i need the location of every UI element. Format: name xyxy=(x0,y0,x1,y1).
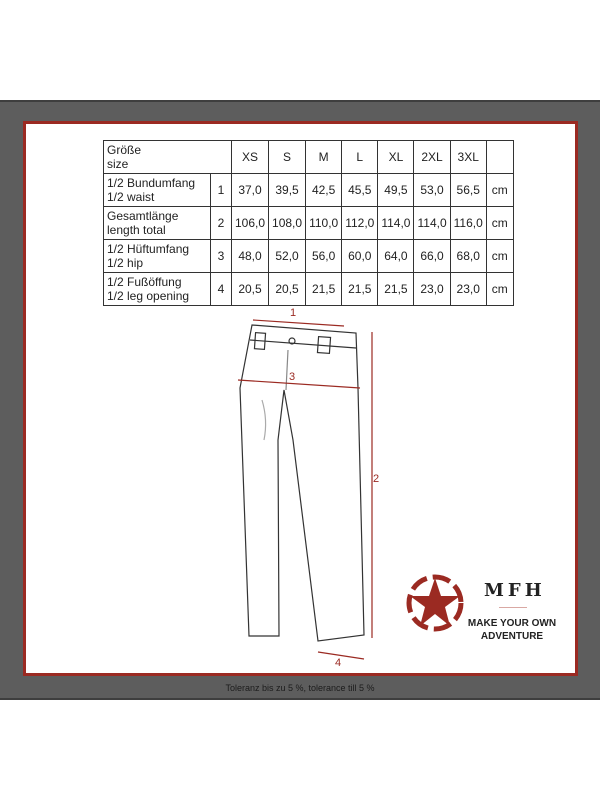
size-value: 37,0 xyxy=(230,173,270,207)
size-value: 23,0 xyxy=(413,272,451,306)
size-value: 39,5 xyxy=(268,173,307,207)
unit: cm xyxy=(485,239,514,273)
size-header: L xyxy=(341,140,379,174)
size-value: 42,5 xyxy=(305,173,343,207)
size-value: 68,0 xyxy=(449,239,487,273)
size-value: 112,0 xyxy=(341,206,379,240)
slogan: MAKE YOUR OWN ADVENTURE xyxy=(467,618,557,642)
size-value: 53,0 xyxy=(413,173,451,207)
size-value: 52,0 xyxy=(268,239,307,273)
row-label: 1/2 Bundumfang 1/2 waist xyxy=(103,173,211,207)
size-chart-card: Größe size XS S M L XL 2XL 3XL 1/2 Bundum… xyxy=(23,121,578,676)
dim-label-4: 4 xyxy=(335,657,341,669)
dim-label-3: 3 xyxy=(289,371,295,383)
logo-divider xyxy=(499,607,527,608)
size-value: 20,5 xyxy=(268,272,307,306)
header-label: Größe size xyxy=(103,140,232,174)
row-label: Gesamtlänge length total xyxy=(103,206,211,240)
table-row: 1/2 Hüftumfang 1/2 hip 3 48,0 52,0 56,0 60,0 64… xyxy=(103,239,514,273)
dimension-lines xyxy=(237,319,373,660)
size-value: 66,0 xyxy=(413,239,451,273)
unit-header xyxy=(485,140,514,174)
size-header: 2XL xyxy=(413,140,451,174)
brand-name: MFH xyxy=(484,580,546,601)
unit: cm xyxy=(485,272,514,306)
size-value: 114,0 xyxy=(413,206,451,240)
size-value: 21,5 xyxy=(305,272,343,306)
size-header: M xyxy=(305,140,343,174)
size-header: S xyxy=(268,140,307,174)
size-value: 21,5 xyxy=(341,272,379,306)
table-row: 1/2 Bundumfang 1/2 waist 1 37,0 39,5 42,5 45,5… xyxy=(103,173,514,207)
table-row: 1/2 Fußöffung 1/2 leg opening 4 20,5 20,5 21,… xyxy=(103,272,514,306)
size-header: XL xyxy=(377,140,415,174)
size-value: 106,0 xyxy=(230,206,270,240)
size-value: 116,0 xyxy=(449,206,487,240)
size-header: 3XL xyxy=(449,140,487,174)
star-in-circle-icon xyxy=(406,574,464,632)
tolerance-note: Toleranz bis zu 5 %, tolerance till 5 % xyxy=(225,683,375,693)
size-value: 64,0 xyxy=(377,239,415,273)
size-value: 21,5 xyxy=(377,272,415,306)
row-label: 1/2 Hüftumfang 1/2 hip xyxy=(103,239,211,273)
size-table: Größe size XS S M L XL 2XL 3XL 1/2 Bundum… xyxy=(103,140,514,306)
table-header-row: Größe size XS S M L XL 2XL 3XL xyxy=(103,140,514,174)
size-value: 23,0 xyxy=(449,272,487,306)
pants-outline xyxy=(239,324,365,642)
size-value: 56,5 xyxy=(449,173,487,207)
row-label: 1/2 Fußöffung 1/2 leg opening xyxy=(103,272,211,306)
table-row: Gesamtlänge length total 2 106,0 108,0 110,0 1… xyxy=(103,206,514,240)
dim-label-2: 2 xyxy=(373,473,379,485)
size-value: 20,5 xyxy=(230,272,270,306)
dim-label-1: 1 xyxy=(290,307,296,319)
